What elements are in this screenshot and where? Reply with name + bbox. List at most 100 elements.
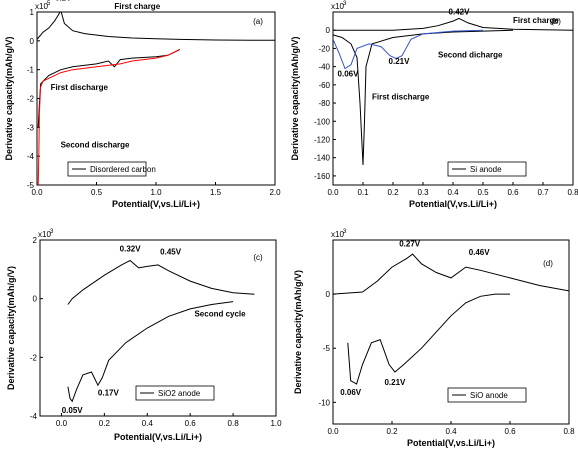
panel-1-multiplier-exp: 5 <box>47 1 51 7</box>
panel-3-series-2 <box>67 301 234 403</box>
panel-3-xtick-label: 0.4 <box>142 419 154 428</box>
panel-2-ylabel: Derivative capacity(mAh/g/V) <box>290 36 300 160</box>
panel-4-annotation: 0.27V <box>399 239 421 248</box>
panel-4-xtick-label: 0.6 <box>504 427 516 436</box>
panel-2-xtick-label: 0.1 <box>357 188 369 197</box>
panel-2-ytick-label: 0 <box>326 26 331 35</box>
panel-1-ytick-label: 1 <box>30 8 35 17</box>
panel-2-ytick-label: -100 <box>314 117 331 126</box>
panel-4-ytick-label: -10 <box>318 398 330 407</box>
panel-1-xtick-label: 1.5 <box>210 188 222 197</box>
panel-4-legend-box <box>447 387 527 403</box>
panel-1-xtick-label: 1.0 <box>150 188 162 197</box>
panel-2-ytick-label: -20 <box>318 44 330 53</box>
panel-4-xlabel: Potential(V,vs.Li/Li+) <box>407 438 495 448</box>
panel-3-annotation: 0.17V <box>98 388 120 397</box>
panel-3-xtick-label: 0.6 <box>185 419 197 428</box>
panel-4-series-2 <box>347 293 510 385</box>
panel-2-series-1 <box>333 17 573 31</box>
panel-1-series-2 <box>37 49 181 128</box>
panel-1-ylabel: Derivative capacity(mAh/g/V) <box>4 36 14 160</box>
panel-4-annotation: 0.21V <box>384 378 406 387</box>
panel-2-annotation: Second dicharge <box>438 51 503 60</box>
panel-3-legend-box <box>135 385 215 401</box>
panel-3-ytick-label: 0 <box>33 295 38 304</box>
panel-3-annotation: Second cycle <box>194 309 246 318</box>
panel-4-ylabel: Derivative capacity(mAh/g/V) <box>293 270 303 394</box>
panel-2-legend-label: Si anode <box>470 165 502 174</box>
panel-1-ytick-label: -4 <box>27 152 35 161</box>
panel-2-frame <box>332 11 574 186</box>
panel-3-frame <box>39 239 277 417</box>
panel-1-annotation: Second discharge <box>61 141 130 150</box>
panel-4-annotation: 0.06V <box>340 388 362 397</box>
panel-4-multiplier: x10 <box>331 230 344 239</box>
panel-2-ytick-label: -60 <box>318 81 330 90</box>
panel-2-panel-label: (b) <box>551 17 561 26</box>
panel-2-xlabel: Potential(V,vs.Li/Li+) <box>409 199 497 209</box>
panel-2-xtick-label: 0.2 <box>387 188 399 197</box>
panel-2-annotation: 0.21V <box>389 57 411 66</box>
panel-4-multiplier-exp: 3 <box>343 229 347 235</box>
panel-4-xtick-label: 0.0 <box>327 427 339 436</box>
panel-4-panel-label: (d) <box>543 259 553 268</box>
panel-3-ytick-label: -4 <box>30 412 38 421</box>
panel-2-xtick-label: 0.6 <box>507 188 519 197</box>
panel-1-panel-label: (a) <box>253 17 263 26</box>
panel-1-annotation: First charge <box>114 2 160 11</box>
panel-1-multiplier: x10 <box>35 2 48 11</box>
panel-2-annotation: 0.42V <box>449 8 471 17</box>
panel-4-series-1 <box>333 253 569 295</box>
panel-3-multiplier: x10 <box>38 230 51 239</box>
panel-3-annotation: 0.45V <box>160 248 182 257</box>
panel-3-xtick-label: 0.0 <box>56 419 68 428</box>
panel-2-xtick-label: 0.8 <box>567 188 578 197</box>
panel-4-xtick-label: 0.2 <box>386 427 398 436</box>
panel-2-annotation: 0.06V <box>338 70 360 79</box>
panel-2-ytick-label: -160 <box>314 172 331 181</box>
panel-4-xtick-label: 0.8 <box>563 427 575 436</box>
panel-2-annotation: First discharge <box>372 92 430 101</box>
panel-1-xlabel: Potential(V,vs.Li/Li+) <box>112 199 200 209</box>
panel-1-ytick-label: -1 <box>27 66 35 75</box>
panel-2-ytick-label: -140 <box>314 154 331 163</box>
panel-2-xtick-label: 0.7 <box>537 188 549 197</box>
panel-3-multiplier-exp: 3 <box>50 229 54 235</box>
panel-2-ytick-label: -40 <box>318 63 330 72</box>
panel-3-ytick-label: 2 <box>33 236 38 245</box>
panel-4-ytick-label: 0 <box>326 290 331 299</box>
panel-3-series-1 <box>67 259 255 305</box>
panel-1-ytick-label: -2 <box>27 95 35 104</box>
panel-2-xtick-label: 0.3 <box>417 188 429 197</box>
panel-3-xtick-label: 0.8 <box>228 419 240 428</box>
panel-2-series-2 <box>333 29 514 166</box>
panel-3-ytick-label: -2 <box>30 353 38 362</box>
panel-2-xtick-label: 0.4 <box>447 188 459 197</box>
panel-1-legend-label: Disordered carbon <box>90 165 156 174</box>
panel-4-ytick-label: -5 <box>323 344 331 353</box>
panel-2-legend-box <box>447 161 527 177</box>
panel-1-series-3 <box>37 49 181 185</box>
panel-1-annotation: 0.2V <box>55 0 72 2</box>
panel-3-legend-label: SiO2 anode <box>158 389 201 398</box>
panel-3-annotation: 0.32V <box>120 245 142 254</box>
panel-2-xtick-label: 0.0 <box>327 188 339 197</box>
panel-2-ytick-label: -120 <box>314 135 331 144</box>
panel-2-multiplier: x10 <box>331 2 344 11</box>
panel-2-series-3 <box>333 29 484 70</box>
panel-4-legend-label: SiO anode <box>470 391 508 400</box>
panel-3-xlabel: Potential(V,vs.Li/Li+) <box>114 432 202 442</box>
panel-2-multiplier-exp: 3 <box>343 1 347 7</box>
panel-1-frame <box>36 11 276 186</box>
panel-1-legend-box <box>67 161 147 177</box>
panel-1-xtick-label: 2.0 <box>269 188 281 197</box>
panel-3-xtick-label: 1.0 <box>270 419 282 428</box>
panel-1-ytick-label: 0 <box>30 37 35 46</box>
panel-4-xtick-label: 0.4 <box>445 427 457 436</box>
panel-2-xtick-label: 0.5 <box>477 188 489 197</box>
panel-1-xtick-label: 0.5 <box>91 188 103 197</box>
panel-1-ytick-label: -5 <box>27 181 35 190</box>
panel-2-annotation: First charge <box>513 16 559 25</box>
panel-2-ytick-label: -80 <box>318 99 330 108</box>
